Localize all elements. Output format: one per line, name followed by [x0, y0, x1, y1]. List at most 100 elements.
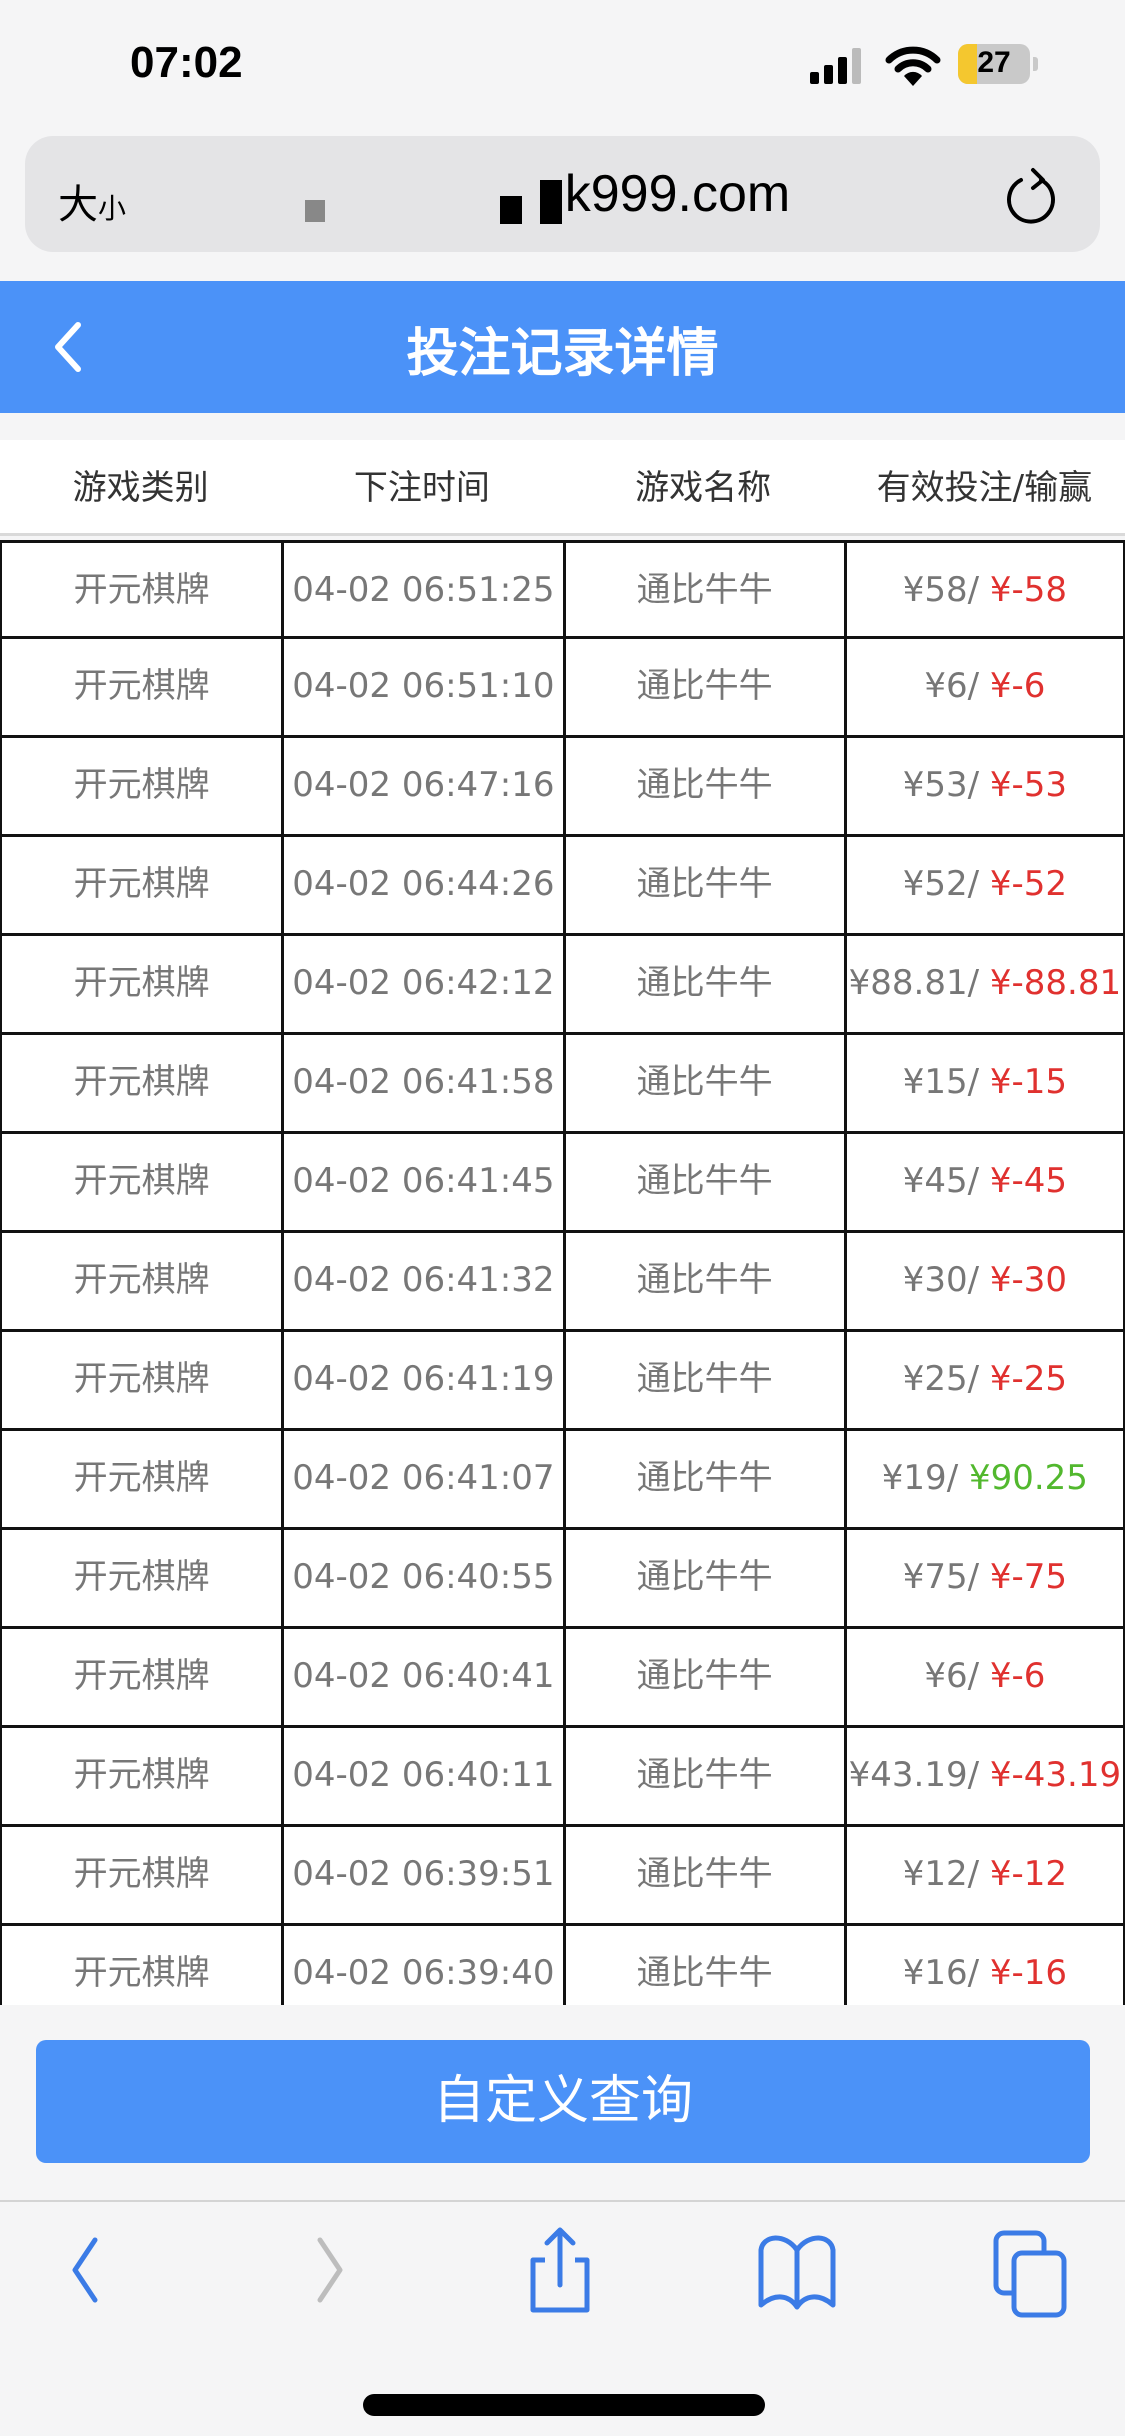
table-row[interactable]: 开元棋牌 04-02 06:41:32 通比牛牛 ¥30/ ¥-30 [0, 1233, 1125, 1332]
cell-bet-result: ¥19/ ¥90.25 [843, 1431, 1125, 1527]
cell-time: 04-02 06:44:26 [281, 837, 562, 933]
result-amount: ¥-16 [989, 1953, 1068, 1993]
cell-game: 通比牛牛 [562, 936, 844, 1032]
bet-amount: ¥19/ [881, 1458, 959, 1498]
table-row[interactable]: 开元棋牌 04-02 06:39:40 通比牛牛 ¥16/ ¥-16 [0, 1926, 1125, 2005]
table-row[interactable]: 开元棋牌 04-02 06:41:58 通比牛牛 ¥15/ ¥-15 [0, 1035, 1125, 1134]
cell-category: 开元棋牌 [0, 1233, 281, 1329]
address-bar[interactable]: 大小 k999.com [25, 136, 1100, 252]
cell-time: 04-02 06:41:07 [281, 1431, 562, 1527]
bet-amount: ¥6/ [924, 1656, 980, 1696]
cell-game: 通比牛牛 [562, 1629, 844, 1725]
cell-game: 通比牛牛 [562, 543, 844, 636]
result-amount: ¥-53 [989, 765, 1068, 805]
cell-game: 通比牛牛 [562, 1332, 844, 1428]
cell-time: 04-02 06:51:25 [281, 543, 562, 636]
cell-time: 04-02 06:51:10 [281, 639, 562, 735]
table-row[interactable]: 开元棋牌 04-02 06:42:12 通比牛牛 ¥88.81/ ¥-88.81 [0, 936, 1125, 1035]
cell-category: 开元棋牌 [0, 738, 281, 834]
bet-amount: ¥6/ [924, 666, 980, 706]
cell-time: 04-02 06:47:16 [281, 738, 562, 834]
result-amount: ¥-58 [989, 570, 1068, 610]
share-icon[interactable] [525, 2225, 595, 2325]
table-row[interactable]: 开元棋牌 04-02 06:41:07 通比牛牛 ¥19/ ¥90.25 [0, 1431, 1125, 1530]
result-amount: ¥-52 [989, 864, 1068, 904]
cell-bet-result: ¥30/ ¥-30 [843, 1233, 1125, 1329]
status-time: 07:02 [130, 38, 243, 87]
column-header-game: 游戏名称 [635, 468, 772, 508]
result-amount: ¥-43.19 [989, 1755, 1122, 1795]
bet-records-table[interactable]: 开元棋牌 04-02 06:51:25 通比牛牛 ¥58/ ¥-58 开元棋牌 04-02… [0, 540, 1125, 2005]
result-amount: ¥-25 [989, 1359, 1068, 1399]
cell-time: 04-02 06:42:12 [281, 936, 562, 1032]
bet-amount: ¥25/ [902, 1359, 980, 1399]
cell-category: 开元棋牌 [0, 1035, 281, 1131]
tabs-icon[interactable] [990, 2225, 1070, 2325]
table-row[interactable]: 开元棋牌 04-02 06:47:16 通比牛牛 ¥53/ ¥-53 [0, 738, 1125, 837]
page-header: 投注记录详情 [0, 281, 1125, 413]
back-icon[interactable] [60, 2225, 110, 2315]
cell-time: 04-02 06:41:32 [281, 1233, 562, 1329]
bet-amount: ¥75/ [902, 1557, 980, 1597]
redaction [500, 196, 522, 224]
cell-time: 04-02 06:41:58 [281, 1035, 562, 1131]
table-row[interactable]: 开元棋牌 04-02 06:41:19 通比牛牛 ¥25/ ¥-25 [0, 1332, 1125, 1431]
bet-amount: ¥45/ [902, 1161, 980, 1201]
table-row[interactable]: 开元棋牌 04-02 06:44:26 通比牛牛 ¥52/ ¥-52 [0, 837, 1125, 936]
battery-cap [1033, 57, 1038, 71]
cell-time: 04-02 06:40:41 [281, 1629, 562, 1725]
cell-bet-result: ¥43.19/ ¥-43.19 [843, 1728, 1125, 1824]
cell-game: 通比牛牛 [562, 1530, 844, 1626]
cell-category: 开元棋牌 [0, 837, 281, 933]
bet-amount: ¥30/ [902, 1260, 980, 1300]
text-size-button[interactable]: 大小 [58, 172, 126, 230]
cell-bet-result: ¥58/ ¥-58 [843, 543, 1125, 636]
bet-amount: ¥88.81/ [848, 963, 980, 1003]
table-row[interactable]: 开元棋牌 04-02 06:40:11 通比牛牛 ¥43.19/ ¥-43.19 [0, 1728, 1125, 1827]
result-amount: ¥-30 [989, 1260, 1068, 1300]
table-row[interactable]: 开元棋牌 04-02 06:41:45 通比牛牛 ¥45/ ¥-45 [0, 1134, 1125, 1233]
text-size-small: 小 [98, 192, 127, 225]
result-amount: ¥-12 [989, 1854, 1068, 1894]
column-header-bet-result: 有效投注/输赢 [876, 468, 1093, 508]
reload-icon[interactable] [1003, 166, 1059, 226]
table-header: 游戏类别 下注时间 游戏名称 有效投注/输赢 [0, 440, 1125, 536]
cell-category: 开元棋牌 [0, 1530, 281, 1626]
result-amount: ¥90.25 [968, 1458, 1088, 1498]
cell-game: 通比牛牛 [562, 639, 844, 735]
bet-amount: ¥43.19/ [848, 1755, 980, 1795]
cell-bet-result: ¥16/ ¥-16 [843, 1926, 1125, 2005]
cell-game: 通比牛牛 [562, 1134, 844, 1230]
text-size-big: 大 [58, 182, 98, 228]
table-row[interactable]: 开元棋牌 04-02 06:51:25 通比牛牛 ¥58/ ¥-58 [0, 540, 1125, 639]
table-row[interactable]: 开元棋牌 04-02 06:39:51 通比牛牛 ¥12/ ¥-12 [0, 1827, 1125, 1926]
custom-query-button[interactable]: 自定义查询 [36, 2040, 1090, 2163]
forward-icon[interactable] [305, 2225, 355, 2315]
back-icon[interactable] [48, 319, 88, 375]
table-row[interactable]: 开元棋牌 04-02 06:51:10 通比牛牛 ¥6/ ¥-6 [0, 639, 1125, 738]
cell-category: 开元棋牌 [0, 1134, 281, 1230]
cell-category: 开元棋牌 [0, 1728, 281, 1824]
cell-bet-result: ¥88.81/ ¥-88.81 [843, 936, 1125, 1032]
cell-game: 通比牛牛 [562, 837, 844, 933]
cell-bet-result: ¥53/ ¥-53 [843, 738, 1125, 834]
cell-bet-result: ¥6/ ¥-6 [843, 1629, 1125, 1725]
url-text: k999.com [564, 165, 791, 223]
bookmarks-icon[interactable] [755, 2225, 839, 2325]
table-row[interactable]: 开元棋牌 04-02 06:40:41 通比牛牛 ¥6/ ¥-6 [0, 1629, 1125, 1728]
cellular-signal-icon [810, 48, 861, 84]
column-header-category: 游戏类别 [72, 468, 209, 508]
bet-amount: ¥12/ [902, 1854, 980, 1894]
cell-game: 通比牛牛 [562, 1827, 844, 1923]
result-amount: ¥-75 [989, 1557, 1068, 1597]
bet-amount: ¥15/ [902, 1062, 980, 1102]
toolbar-divider [0, 2200, 1125, 2202]
bet-amount: ¥16/ [902, 1953, 980, 1993]
bet-amount: ¥58/ [902, 570, 980, 610]
wifi-icon [885, 46, 941, 86]
result-amount: ¥-15 [989, 1062, 1068, 1102]
table-row[interactable]: 开元棋牌 04-02 06:40:55 通比牛牛 ¥75/ ¥-75 [0, 1530, 1125, 1629]
cell-bet-result: ¥12/ ¥-12 [843, 1827, 1125, 1923]
cell-category: 开元棋牌 [0, 936, 281, 1032]
cell-time: 04-02 06:40:55 [281, 1530, 562, 1626]
